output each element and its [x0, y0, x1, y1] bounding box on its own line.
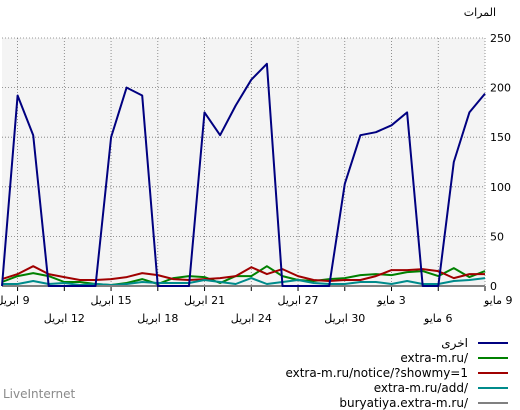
legend-swatch: [478, 401, 508, 404]
legend-label: extra-m.ru/notice/?showmy=1: [285, 365, 468, 380]
x-axis-ticks: 9 مايو 3 مايو 27 ابريل 21 ابريل 15 ابريل 9 اب…: [0, 286, 512, 325]
x-tick-label: 9 ابريل: [0, 294, 30, 307]
grid: [2, 37, 486, 287]
series-line: [1, 265, 486, 286]
y-axis-ticks: 0 50 100 150 200 250: [490, 32, 511, 293]
legend-item: extra-m.ru/notice/?showmy=1: [285, 365, 508, 380]
series-line: [1, 62, 486, 287]
legend-label: extra-m.ru/: [400, 350, 468, 365]
series-lines: [1, 62, 486, 287]
y-axis-title: المرات: [463, 6, 496, 19]
x-tick-label: 18 ابريل: [137, 312, 178, 325]
x-tick-label: 3 مايو: [376, 294, 405, 307]
y-tick-label: 200: [490, 82, 511, 95]
legend-label: buryatiya.extra-m.ru/: [339, 395, 468, 410]
series-line: [2, 277, 486, 286]
legend-item: buryatiya.extra-m.ru/: [285, 395, 508, 410]
series-line: [1, 265, 485, 282]
legend: اخرى extra-m.ru/ extra-m.ru/notice/?show…: [285, 335, 508, 410]
x-tick-label: 6 مايو: [423, 312, 452, 325]
y-tick-label: 0: [490, 280, 497, 293]
y-tick-label: 50: [490, 230, 504, 243]
x-tick-label: 27 ابريل: [277, 294, 318, 307]
x-tick-label: 15 ابريل: [91, 294, 132, 307]
legend-item: اخرى: [285, 335, 508, 350]
legend-label: اخرى: [441, 335, 468, 350]
plot-area: [2, 38, 485, 286]
legend-swatch: [478, 341, 508, 344]
x-tick-label: 21 ابريل: [184, 294, 225, 307]
legend-item: extra-m.ru/: [285, 350, 508, 365]
legend-swatch: [478, 386, 508, 389]
legend-swatch: [478, 356, 508, 359]
legend-label: extra-m.ru/add/: [373, 380, 468, 395]
x-tick-label: 9 مايو: [483, 294, 512, 307]
x-tick-label: 12 ابريل: [44, 312, 85, 325]
legend-swatch: [478, 371, 508, 374]
y-tick-label: 150: [490, 131, 511, 144]
brand-label: LiveInternet: [3, 387, 76, 401]
x-tick-label: 24 ابريل: [231, 312, 272, 325]
y-tick-label: 250: [490, 32, 511, 45]
legend-item: extra-m.ru/add/: [285, 380, 508, 395]
x-tick-label: 30 ابريل: [324, 312, 365, 325]
y-tick-label: 100: [490, 181, 511, 194]
